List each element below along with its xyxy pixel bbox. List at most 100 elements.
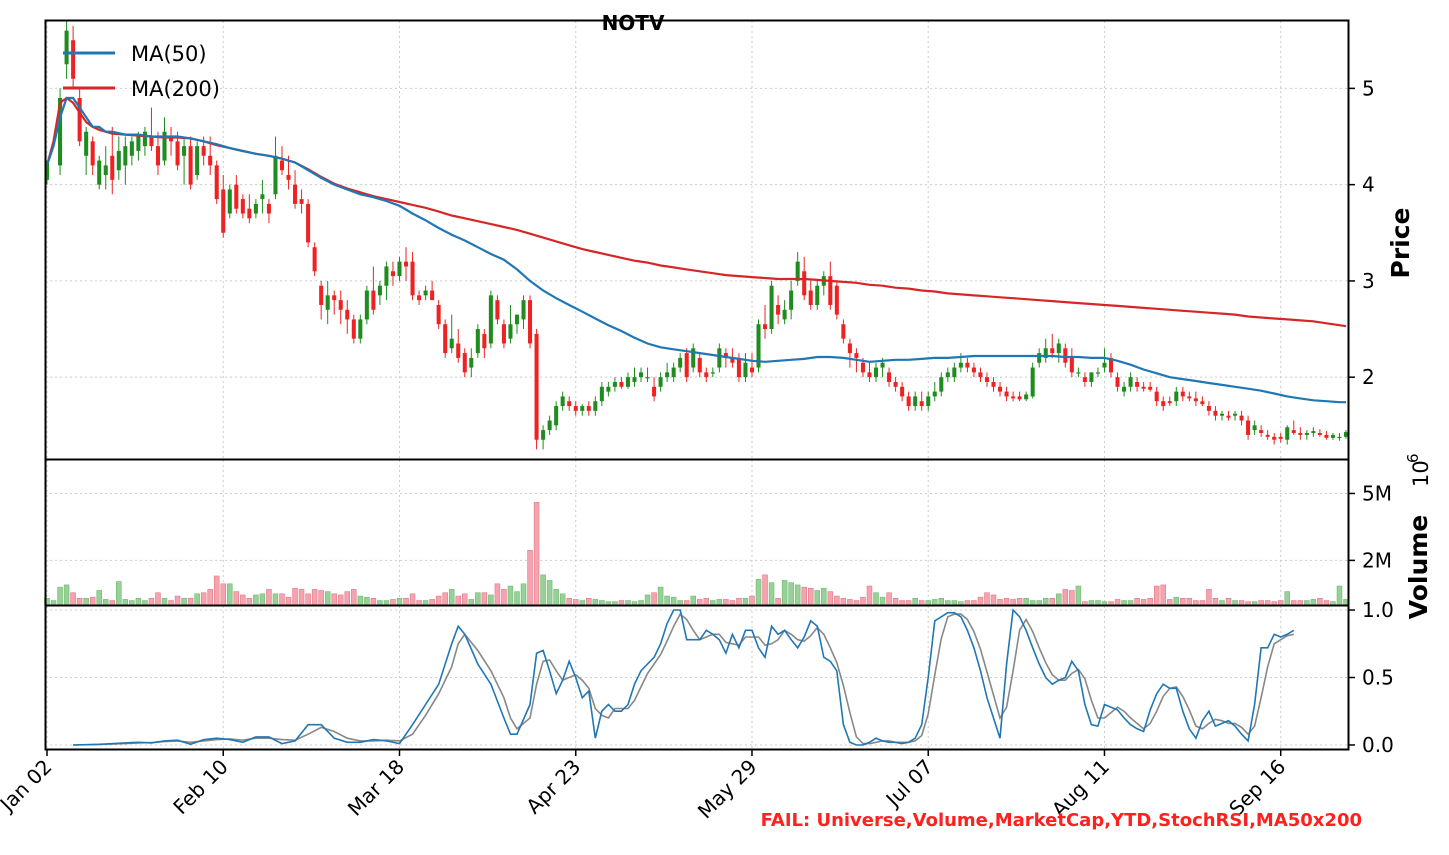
volume-bar	[1232, 600, 1238, 606]
candle-body	[358, 319, 363, 339]
candle	[351, 314, 356, 344]
volume-bar	[448, 589, 455, 606]
volume-bar	[520, 583, 527, 606]
candle	[913, 391, 918, 411]
candle-body	[1063, 348, 1068, 363]
volume-bar	[1264, 600, 1271, 606]
volume-grid	[45, 460, 1348, 605]
candle	[260, 179, 265, 214]
candle-body	[658, 377, 663, 387]
candle-body	[913, 396, 918, 407]
candle-body	[1252, 425, 1257, 431]
candle-body	[306, 203, 311, 243]
candle-body	[58, 98, 63, 166]
volume-bar	[1225, 598, 1232, 606]
volume-bar	[1003, 598, 1010, 606]
candle	[449, 314, 454, 354]
candle-body	[1180, 391, 1185, 397]
candle	[873, 362, 879, 382]
candle	[926, 391, 931, 411]
volume-bar	[886, 592, 892, 606]
candle	[900, 381, 905, 402]
candle-body	[776, 304, 781, 315]
volume-bar	[253, 594, 259, 606]
candle-body	[763, 324, 768, 330]
volume-bar	[605, 601, 612, 606]
candle	[1161, 396, 1166, 411]
candle	[1213, 406, 1218, 421]
candle-body	[1239, 415, 1244, 421]
candle	[528, 295, 533, 349]
candle-body	[273, 155, 278, 195]
candle	[293, 170, 298, 209]
volume-bar	[507, 585, 514, 606]
candle-body	[1076, 372, 1081, 374]
candle-body	[417, 295, 422, 301]
volume-bar	[429, 599, 435, 606]
volume-bar	[1238, 600, 1245, 606]
volume-bar	[266, 589, 272, 606]
candle-body	[893, 381, 898, 387]
volume-bar	[697, 599, 703, 606]
candle-body	[149, 136, 154, 147]
candle	[541, 425, 546, 450]
candle-body	[756, 324, 761, 368]
candle	[142, 126, 147, 156]
candle	[514, 314, 520, 334]
volume-bar	[710, 600, 716, 606]
candle-body	[1304, 433, 1309, 435]
volume-bar	[572, 599, 579, 606]
candle-body	[1004, 391, 1009, 397]
candle-body	[1122, 386, 1127, 392]
candle-body	[717, 348, 722, 368]
volume-bar	[435, 595, 442, 606]
candle-body	[514, 314, 520, 325]
volume-bar	[305, 593, 311, 606]
volume-bar	[57, 586, 63, 606]
candle-body	[266, 203, 271, 214]
candle	[97, 155, 102, 190]
candle-body	[456, 343, 461, 358]
candle	[1050, 333, 1055, 358]
candle	[560, 391, 565, 411]
volume-panel-frame	[44, 458, 1350, 607]
candle	[273, 136, 278, 200]
volume-bar	[462, 593, 468, 606]
candle	[253, 199, 258, 219]
volume-bar	[1186, 598, 1193, 606]
volume-bar	[155, 592, 161, 606]
volume-bar	[827, 591, 834, 606]
volume-bar	[729, 600, 736, 606]
candle	[932, 381, 937, 402]
x-tick-label: Mar 18	[343, 755, 409, 821]
candle-body	[854, 353, 859, 358]
candle	[462, 348, 467, 378]
candle-body	[652, 386, 657, 397]
volume-bar	[1160, 584, 1166, 606]
candle-body	[1056, 343, 1061, 354]
candle	[488, 290, 493, 349]
x-tick-label: Jul 07	[880, 755, 938, 813]
candle	[332, 290, 337, 315]
volume-bar	[481, 592, 488, 606]
candle	[919, 391, 924, 411]
candle-body	[612, 381, 617, 387]
volume-bar	[755, 579, 762, 606]
candle	[169, 126, 174, 156]
volume-bar	[63, 584, 70, 606]
candle-body	[123, 146, 128, 166]
candle	[834, 280, 839, 320]
volume-bar	[899, 600, 905, 606]
volume-bar	[866, 585, 873, 606]
candle	[1233, 410, 1238, 421]
volume-bar	[1082, 601, 1088, 606]
candle	[403, 247, 409, 281]
candle	[155, 131, 160, 176]
volume-bar	[951, 600, 958, 606]
volume-bar	[1297, 600, 1304, 606]
candle-body	[377, 285, 382, 296]
volume-scale-label: 10 6	[1404, 453, 1433, 487]
candle-body	[769, 285, 774, 330]
candle	[1063, 343, 1068, 368]
candle-body	[554, 406, 559, 426]
